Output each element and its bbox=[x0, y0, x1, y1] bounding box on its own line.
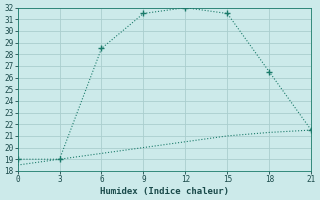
X-axis label: Humidex (Indice chaleur): Humidex (Indice chaleur) bbox=[100, 187, 229, 196]
